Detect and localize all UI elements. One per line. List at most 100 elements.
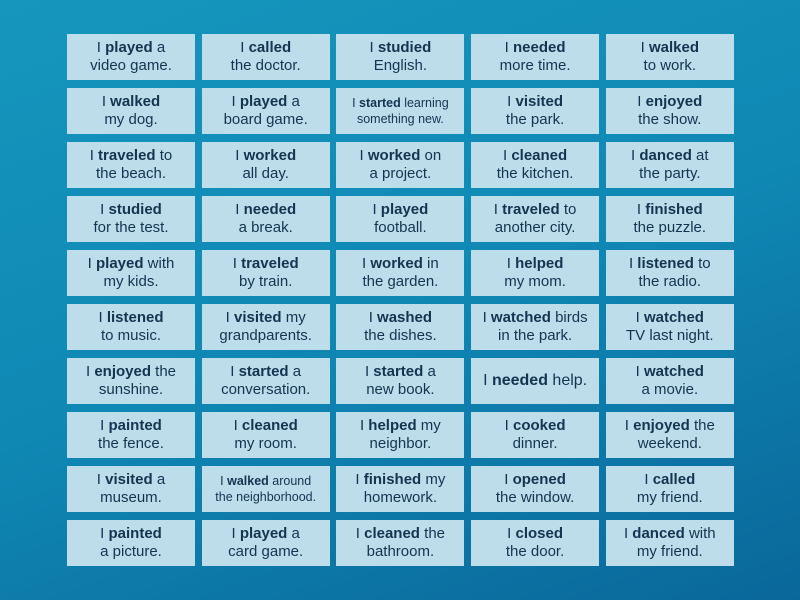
- sentence-card[interactable]: I cooked dinner.: [471, 412, 600, 458]
- card-rest: to: [693, 255, 711, 272]
- card-line-1: I traveled to: [90, 147, 173, 165]
- card-verb: opened: [512, 471, 566, 488]
- card-rest: in: [422, 255, 439, 272]
- sentence-card[interactable]: I started a conversation.: [201, 358, 330, 404]
- card-subject: I: [507, 525, 516, 542]
- card-subject: I: [644, 471, 653, 488]
- sentence-card[interactable]: I visited a museum.: [67, 466, 195, 512]
- card-line-2: TV last night.: [626, 327, 714, 344]
- sentence-card[interactable]: I walked my dog.: [67, 88, 195, 134]
- sentence-card[interactable]: I closed the door.: [471, 520, 600, 566]
- sentence-card[interactable]: I walked around the neighborhood.: [201, 466, 330, 512]
- card-line-2: dinner.: [512, 435, 558, 452]
- card-line-2: board game.: [223, 111, 308, 128]
- sentence-card[interactable]: I painted the fence.: [67, 412, 195, 458]
- sentence-card[interactable]: I danced with my friend.: [605, 520, 734, 566]
- card-line-2: the window.: [495, 489, 575, 506]
- card-line-1: I traveled to: [494, 201, 577, 219]
- card-verb: needed: [513, 39, 566, 56]
- sentence-card[interactable]: I visited my grandparents.: [201, 304, 330, 350]
- card-line-1: I walked: [102, 93, 160, 111]
- sentence-card[interactable]: I worked on a project.: [336, 142, 465, 188]
- sentence-card[interactable]: I painted a picture.: [67, 520, 195, 566]
- sentence-card[interactable]: I cleaned the kitchen.: [471, 142, 600, 188]
- card-line-1: I played a: [97, 39, 165, 57]
- sentence-card[interactable]: I played a board game.: [201, 88, 330, 134]
- card-line-1: I worked: [235, 147, 296, 165]
- sentence-card[interactable]: I danced at the party.: [605, 142, 734, 188]
- sentence-card[interactable]: I called the doctor.: [201, 34, 330, 80]
- sentence-card[interactable]: I opened the window.: [471, 466, 600, 512]
- sentence-card[interactable]: I called my friend.: [605, 466, 734, 512]
- card-line-1: I needed: [505, 39, 566, 57]
- card-verb: traveled: [98, 147, 156, 164]
- card-line-2: in the park.: [497, 327, 573, 344]
- sentence-card[interactable]: I helped my neighbor.: [336, 412, 465, 458]
- sentence-card[interactable]: I traveled by train.: [201, 250, 330, 296]
- sentence-card[interactable]: I needed help.: [471, 358, 600, 404]
- card-subject: I: [369, 39, 378, 56]
- sentence-card[interactable]: I listened to the radio.: [605, 250, 734, 296]
- sentence-card[interactable]: I walked to work.: [605, 34, 734, 80]
- sentence-card[interactable]: I worked in the garden.: [336, 250, 465, 296]
- card-line-1: I danced at: [631, 147, 709, 165]
- card-verb: enjoyed: [645, 93, 703, 110]
- card-line-1: I washed: [369, 309, 432, 327]
- card-line-2: to music.: [100, 327, 161, 344]
- card-subject: I: [100, 417, 109, 434]
- sentence-card[interactable]: I needed a break.: [201, 196, 330, 242]
- sentence-card[interactable]: I watched a movie.: [605, 358, 734, 404]
- card-line-1: I started learning: [352, 95, 449, 111]
- sentence-card[interactable]: I needed more time.: [471, 34, 600, 80]
- card-verb: watched: [643, 363, 704, 380]
- sentence-card[interactable]: I worked all day.: [201, 142, 330, 188]
- sentence-card[interactable]: I washed the dishes.: [336, 304, 465, 350]
- card-line-1: I watched birds: [483, 309, 588, 327]
- sentence-card[interactable]: I enjoyed the weekend.: [605, 412, 734, 458]
- card-subject: I: [220, 474, 228, 488]
- sentence-card[interactable]: I finished my homework.: [336, 466, 465, 512]
- card-rest: help.: [547, 372, 588, 389]
- sentence-card[interactable]: I watched TV last night.: [605, 304, 734, 350]
- sentence-card[interactable]: I helped my mom.: [471, 250, 600, 296]
- sentence-card[interactable]: I played a card game.: [201, 520, 330, 566]
- card-line-1: I cleaned: [503, 147, 567, 165]
- sentence-card[interactable]: I enjoyed the show.: [605, 88, 734, 134]
- card-verb: played: [105, 39, 153, 56]
- sentence-card[interactable]: I traveled to the beach.: [67, 142, 195, 188]
- sentence-card[interactable]: I studied English.: [336, 34, 465, 80]
- sentence-card[interactable]: I finished the puzzle.: [605, 196, 734, 242]
- sentence-card[interactable]: I played a video game.: [67, 34, 195, 80]
- card-verb: walked: [227, 474, 269, 488]
- card-verb: played: [239, 93, 288, 110]
- card-line-2: by train.: [239, 273, 293, 290]
- sentence-card[interactable]: I started a new book.: [336, 358, 465, 404]
- card-rest: around: [268, 474, 312, 488]
- card-line-2: English.: [373, 57, 428, 74]
- sentence-card[interactable]: I studied for the test.: [67, 196, 195, 242]
- card-line-2: my dog.: [104, 111, 158, 128]
- card-subject: I: [100, 525, 109, 542]
- card-verb: studied: [377, 39, 432, 56]
- sentence-card[interactable]: I cleaned my room.: [201, 412, 330, 458]
- sentence-card[interactable]: I enjoyed the sunshine.: [67, 358, 195, 404]
- card-rest: my: [416, 417, 441, 434]
- sentence-card[interactable]: I watched birds in the park.: [471, 304, 600, 350]
- sentence-card[interactable]: I traveled to another city.: [471, 196, 600, 242]
- sentence-card[interactable]: I visited the park.: [471, 88, 600, 134]
- card-line-2: sunshine.: [98, 381, 164, 398]
- card-verb: cleaned: [241, 417, 298, 434]
- sentence-card[interactable]: I started learning something new.: [336, 88, 465, 134]
- sentence-card[interactable]: I listened to music.: [67, 304, 195, 350]
- card-subject: I: [504, 471, 513, 488]
- sentence-card[interactable]: I cleaned the bathroom.: [336, 520, 465, 566]
- card-line-1: I finished my: [355, 471, 445, 489]
- sentence-card[interactable]: I played with my kids.: [67, 250, 195, 296]
- card-line-2: football.: [374, 219, 427, 236]
- card-line-1: I enjoyed: [637, 93, 702, 111]
- sentence-card[interactable]: I played football.: [336, 196, 465, 242]
- card-line-1: I worked in: [362, 255, 439, 273]
- card-line-2: my room.: [234, 435, 297, 452]
- card-subject: I: [355, 471, 364, 488]
